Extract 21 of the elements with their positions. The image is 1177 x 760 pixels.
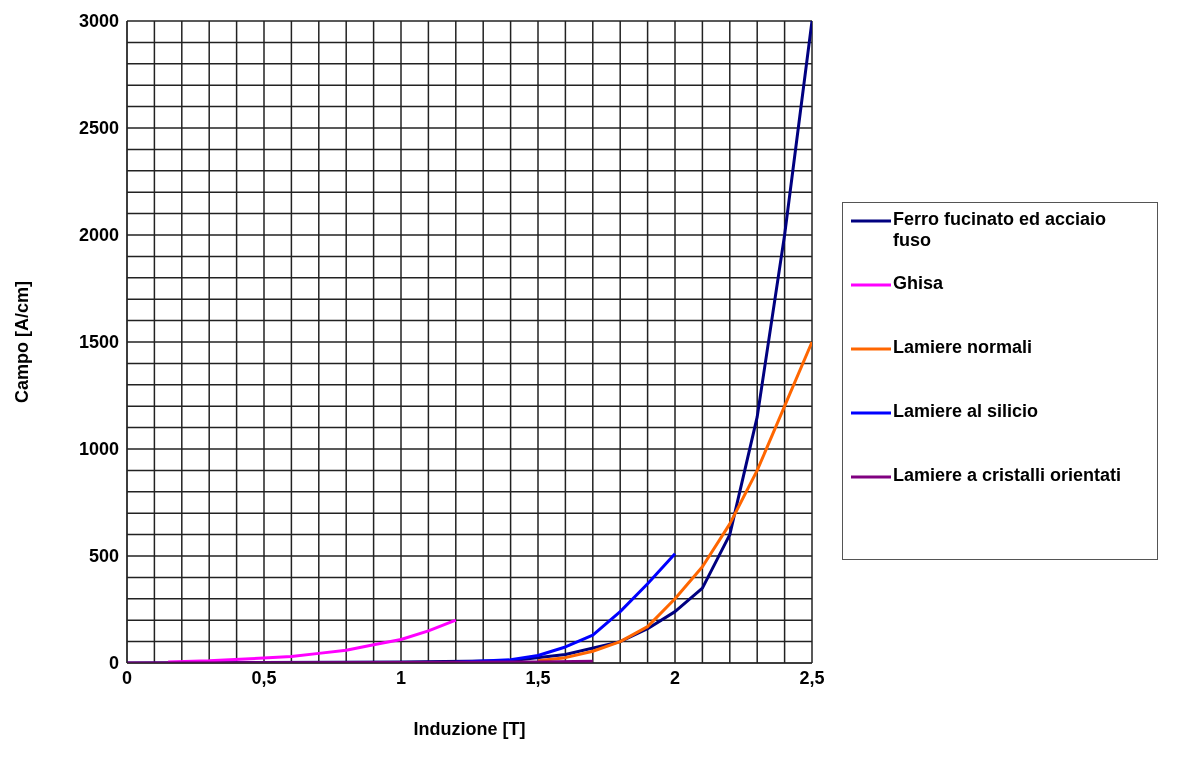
- x-tick-label: 1,5: [525, 667, 551, 688]
- x-tick-label: 2,5: [799, 667, 825, 688]
- legend-label: Lamiere a cristalli orientati: [893, 464, 1122, 486]
- legend-label: Ferro fucinato ed acciaio fuso: [893, 208, 1108, 251]
- y-tick-label: 1000: [78, 439, 119, 460]
- x-axis-title: Induzione [T]: [413, 719, 526, 739]
- line-series: [536, 340, 812, 663]
- y-tick-label: 2000: [78, 225, 119, 246]
- x-tick-label: 2: [669, 667, 681, 688]
- y-axis-title: Campo [A/cm]: [12, 280, 33, 404]
- legend-label: Lamiere al silicio: [893, 400, 1039, 422]
- x-tick-label: 0,5: [251, 667, 277, 688]
- y-tick-label: 2500: [78, 118, 119, 139]
- y-tick-label: 500: [88, 546, 119, 567]
- legend-label: Ghisa: [893, 272, 944, 294]
- y-tick-label: 1500: [78, 332, 119, 353]
- y-tick-label: 0: [108, 653, 119, 674]
- x-tick-label: 0: [121, 667, 133, 688]
- x-tick-label: 1: [395, 667, 407, 688]
- y-tick-label: 3000: [78, 11, 119, 32]
- legend-label: Lamiere normali: [893, 336, 1033, 358]
